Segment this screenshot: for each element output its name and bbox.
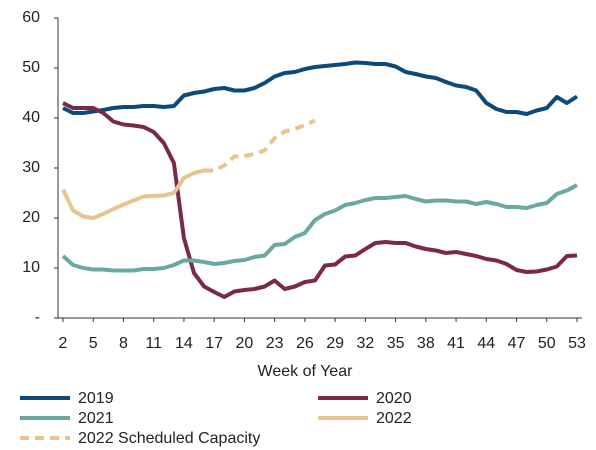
x-tick-label: 23 bbox=[266, 335, 284, 352]
y-tick-label: - bbox=[35, 309, 40, 326]
x-tick-label: 11 bbox=[145, 335, 162, 352]
y-tick-label: 20 bbox=[22, 209, 40, 226]
line-series bbox=[62, 60, 579, 116]
x-tick-label: 38 bbox=[417, 335, 435, 352]
x-tick-label: 5 bbox=[89, 335, 98, 352]
x-tick-label: 2 bbox=[59, 335, 68, 352]
legend-label: 2022 Scheduled Capacity bbox=[78, 430, 260, 447]
y-tick-label: 40 bbox=[22, 109, 40, 126]
line-series bbox=[61, 183, 578, 273]
line-series bbox=[61, 168, 205, 220]
y-tick-label: 50 bbox=[22, 59, 40, 76]
legend-label: 2021 bbox=[78, 410, 114, 427]
legend-label: 2022 bbox=[376, 410, 412, 427]
y-tick-label: 60 bbox=[22, 9, 40, 26]
legend-label: 2019 bbox=[78, 390, 114, 407]
x-tick-label: 53 bbox=[568, 335, 586, 352]
x-tick-label: 44 bbox=[477, 335, 495, 352]
x-axis-label: Week of Year bbox=[258, 363, 354, 380]
x-tick-label: 41 bbox=[447, 335, 465, 352]
x-tick-label: 26 bbox=[296, 335, 314, 352]
x-tick-label: 50 bbox=[538, 335, 556, 352]
x-tick-label: 14 bbox=[175, 335, 193, 352]
x-tick-label: 8 bbox=[119, 335, 128, 352]
x-tick-label: 35 bbox=[387, 335, 405, 352]
x-tick-label: 47 bbox=[508, 335, 526, 352]
x-tick-label: 29 bbox=[326, 335, 344, 352]
line-series bbox=[204, 118, 316, 173]
legend-label: 2020 bbox=[376, 390, 412, 407]
y-tick-label: 30 bbox=[22, 159, 40, 176]
y-tick-label: 10 bbox=[22, 259, 40, 276]
x-tick-label: 17 bbox=[205, 335, 223, 352]
x-tick-label: 20 bbox=[236, 335, 254, 352]
line-series bbox=[62, 101, 578, 299]
x-tick-label: 32 bbox=[356, 335, 374, 352]
